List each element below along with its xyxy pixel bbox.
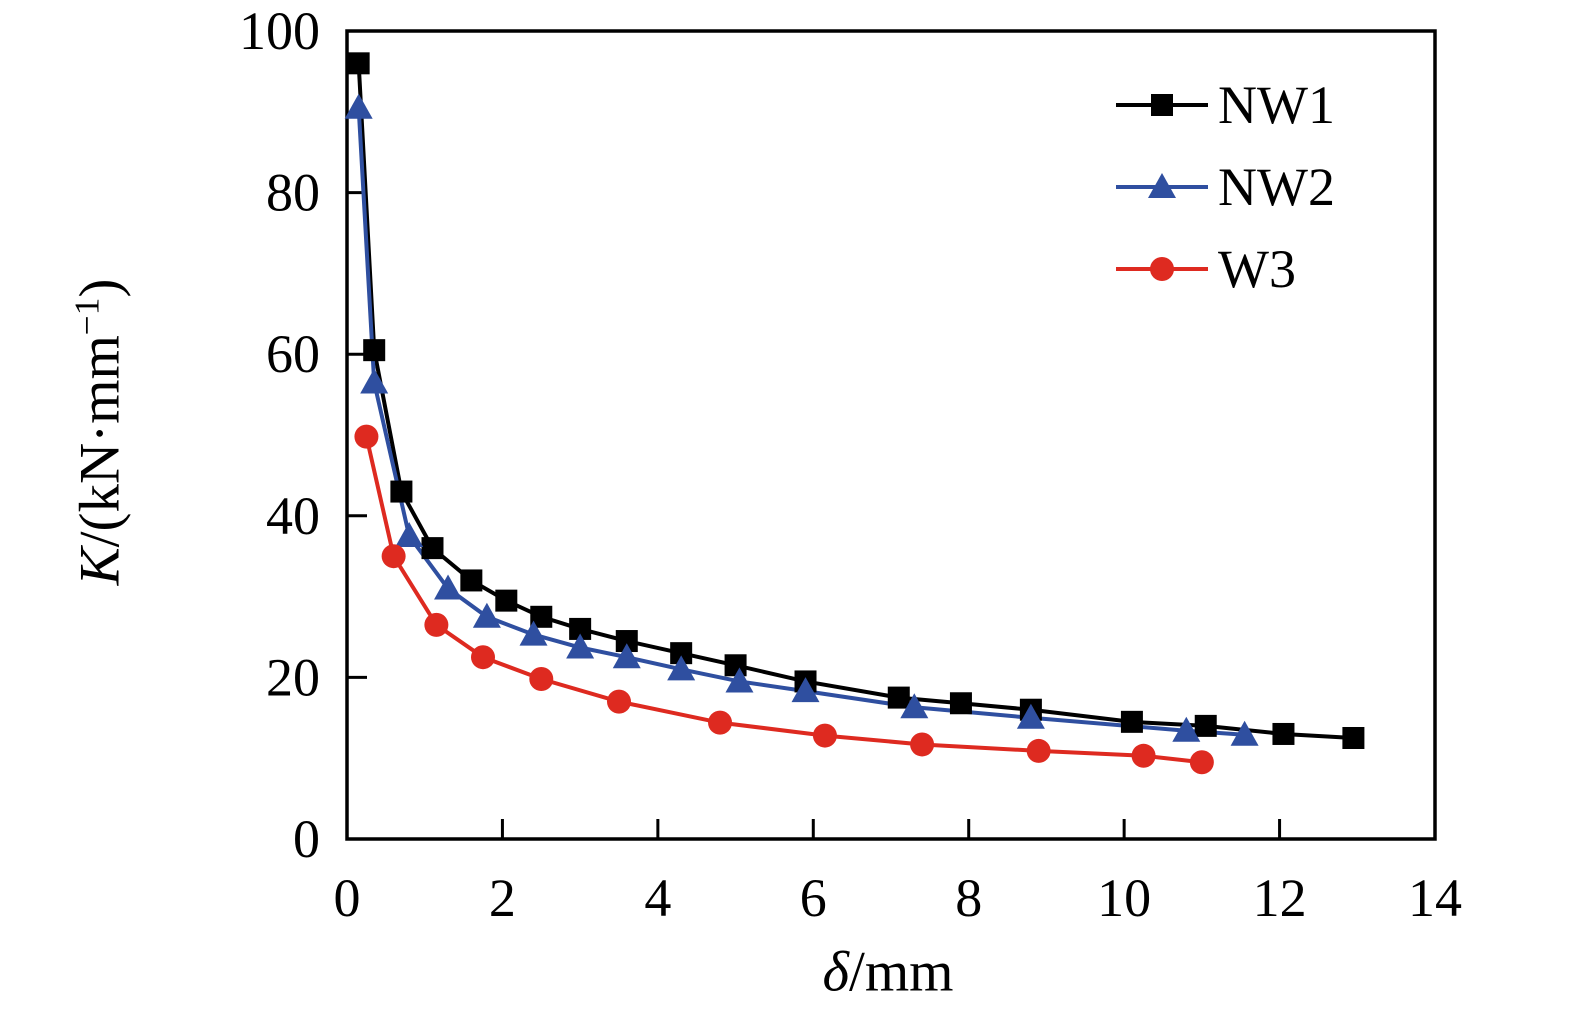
x-axis-variable: δ (822, 940, 849, 1004)
data-point-square (421, 537, 444, 560)
x-tick-label: 10 (1097, 868, 1151, 928)
data-point-square (887, 686, 910, 709)
y-tick-label: 40 (266, 486, 320, 546)
data-point-circle (354, 424, 379, 449)
data-point-circle (812, 723, 837, 748)
data-point-triangle (1172, 716, 1201, 742)
x-tick-label: 12 (1253, 868, 1307, 928)
legend-item-nw1: NW1 (1116, 64, 1335, 146)
triangle-marker-icon (1148, 173, 1176, 198)
data-point-circle (529, 667, 554, 692)
data-point-square (495, 589, 518, 612)
y-axis-unit-pre: /(kN·mm (68, 335, 132, 548)
y-axis-variable: K (68, 547, 132, 586)
square-marker-icon (1151, 94, 1173, 116)
y-tick-label: 100 (239, 1, 320, 61)
data-point-triangle (1230, 720, 1259, 746)
data-point-triangle (472, 602, 501, 628)
legend-marker-square (1116, 94, 1208, 116)
data-point-circle (1026, 738, 1051, 763)
legend: NW1 NW2 W3 (1116, 64, 1335, 310)
x-tick-label: 2 (489, 868, 516, 928)
data-point-triangle (667, 655, 696, 681)
data-point-square (949, 692, 972, 715)
y-tick-label: 20 (266, 647, 320, 707)
x-tick-label: 14 (1408, 868, 1462, 928)
circle-marker-icon (1150, 257, 1174, 281)
data-point-square (569, 617, 592, 640)
series-line-nw2 (356, 107, 1245, 737)
y-tick-label: 0 (293, 809, 320, 869)
legend-label-nw2: NW2 (1218, 157, 1335, 217)
y-axis-unit-post: ) (68, 278, 132, 298)
data-point-square (363, 339, 386, 362)
data-point-square (1120, 710, 1143, 733)
data-point-triangle (1016, 703, 1045, 729)
data-point-triangle (395, 522, 424, 547)
data-point-triangle (791, 677, 820, 703)
data-point-circle (424, 612, 449, 637)
series-line-w3 (364, 436, 1203, 765)
x-tick-label: 8 (955, 868, 982, 928)
x-tick-label: 6 (800, 868, 827, 928)
y-tick-label: 80 (266, 163, 320, 223)
legend-marker-circle (1116, 257, 1208, 281)
data-point-square (347, 52, 370, 75)
legend-label-w3: W3 (1218, 239, 1296, 299)
data-point-triangle (344, 93, 373, 119)
data-point-circle (471, 645, 495, 670)
data-point-triangle (519, 620, 548, 646)
x-axis-unit: /mm (848, 940, 954, 1004)
y-axis-label: K/(kN·mm−1) (68, 279, 133, 586)
legend-marker-triangle (1116, 173, 1208, 198)
data-point-circle (1131, 743, 1156, 768)
legend-item-nw2: NW2 (1116, 146, 1335, 228)
data-point-triangle (434, 574, 463, 600)
data-point-square (615, 630, 638, 653)
data-point-square (724, 654, 747, 677)
data-point-circle (381, 544, 406, 569)
data-point-triangle (360, 368, 389, 394)
legend-label-nw1: NW1 (1218, 75, 1335, 135)
data-point-square (390, 480, 413, 503)
x-axis-label: δ/mm (822, 940, 953, 1005)
x-tick-label: 0 (334, 868, 361, 928)
data-point-square (1194, 714, 1217, 737)
data-point-triangle (900, 693, 929, 719)
data-point-square (1272, 722, 1295, 745)
data-point-circle (1189, 750, 1214, 775)
plot-frame (345, 29, 1437, 841)
data-point-square (530, 605, 553, 628)
data-point-square (670, 642, 693, 665)
data-point-triangle (612, 643, 641, 669)
data-point-circle (910, 732, 935, 757)
legend-item-w3: W3 (1116, 228, 1335, 310)
x-tick-label: 4 (644, 868, 671, 928)
y-tick-label: 60 (266, 324, 320, 384)
data-point-square (460, 569, 483, 592)
data-point-triangle (725, 667, 754, 693)
y-axis-unit-exponent: −1 (67, 297, 107, 336)
data-point-circle (607, 689, 631, 714)
data-point-circle (708, 710, 733, 735)
data-point-triangle (566, 633, 595, 659)
data-point-square (1342, 727, 1365, 749)
